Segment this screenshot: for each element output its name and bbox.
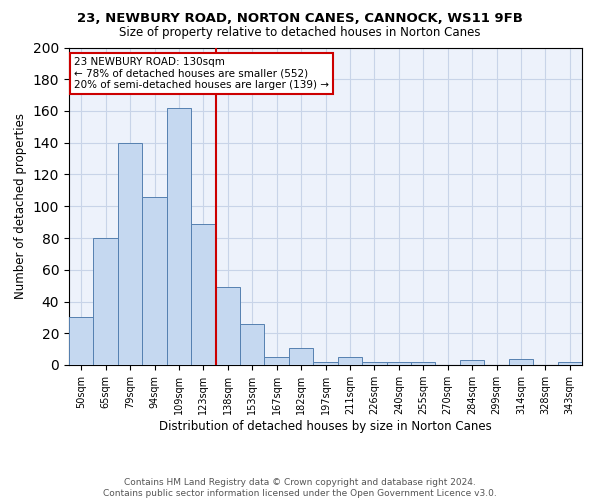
Bar: [142, 196, 167, 365]
Text: 23 NEWBURY ROAD: 130sqm
← 78% of detached houses are smaller (552)
20% of semi-d: 23 NEWBURY ROAD: 130sqm ← 78% of detache…: [74, 57, 329, 90]
Bar: [265, 357, 289, 365]
Text: Size of property relative to detached houses in Norton Canes: Size of property relative to detached ho…: [119, 26, 481, 39]
Y-axis label: Number of detached properties: Number of detached properties: [14, 114, 27, 299]
Bar: [215, 287, 240, 365]
Bar: [313, 362, 338, 365]
Bar: [94, 238, 118, 365]
Bar: [167, 108, 191, 365]
Bar: [386, 362, 411, 365]
Bar: [460, 360, 484, 365]
Bar: [118, 143, 142, 365]
Bar: [69, 318, 94, 365]
Bar: [240, 324, 265, 365]
Bar: [411, 362, 436, 365]
Text: Contains HM Land Registry data © Crown copyright and database right 2024.
Contai: Contains HM Land Registry data © Crown c…: [103, 478, 497, 498]
Bar: [289, 348, 313, 365]
Bar: [509, 358, 533, 365]
X-axis label: Distribution of detached houses by size in Norton Canes: Distribution of detached houses by size …: [159, 420, 492, 433]
Bar: [338, 357, 362, 365]
Text: 23, NEWBURY ROAD, NORTON CANES, CANNOCK, WS11 9FB: 23, NEWBURY ROAD, NORTON CANES, CANNOCK,…: [77, 12, 523, 26]
Bar: [191, 224, 215, 365]
Bar: [557, 362, 582, 365]
Bar: [362, 362, 386, 365]
